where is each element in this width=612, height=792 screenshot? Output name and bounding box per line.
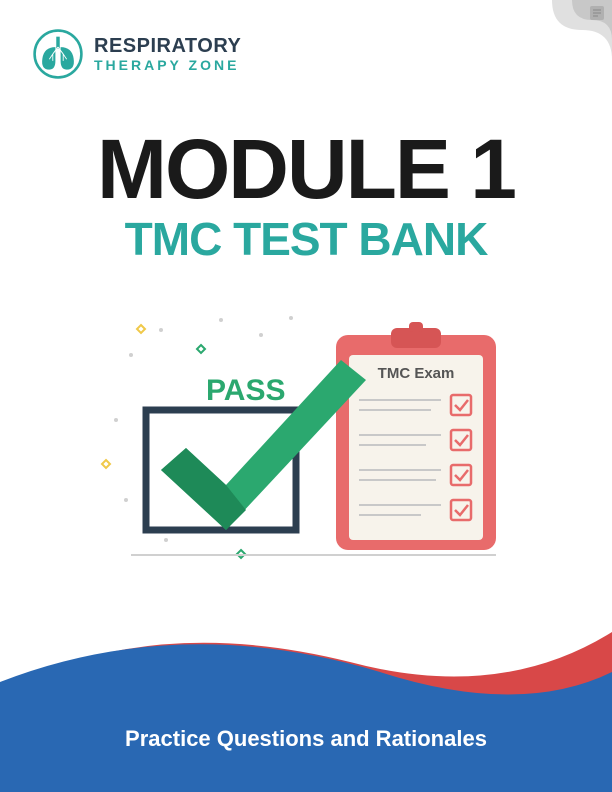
brand-header: RESPIRATORY THERAPY ZONE [32,28,241,80]
title-block: MODULE 1 TMC TEST BANK [0,130,612,266]
pass-label-text: PASS [206,374,285,407]
wave-blue-decoration [0,602,612,792]
title-sub: TMC TEST BANK [0,212,612,266]
brand-line1: RESPIRATORY [94,36,241,56]
pass-clipboard-illustration: TMC Exam [91,300,521,580]
clipboard-icon: TMC Exam [336,322,496,550]
sparkle-decorations [102,316,293,558]
footer-text: Practice Questions and Rationales [0,726,612,752]
document-cover: RESPIRATORY THERAPY ZONE MODULE 1 TMC TE… [0,0,612,792]
title-main: MODULE 1 [0,130,612,210]
brand-text: RESPIRATORY THERAPY ZONE [94,36,241,72]
clipboard-title-text: TMC Exam [378,365,455,382]
corner-fold-decoration [522,0,612,90]
brand-line2: THERAPY ZONE [94,58,241,72]
lungs-logo-icon [32,28,84,80]
